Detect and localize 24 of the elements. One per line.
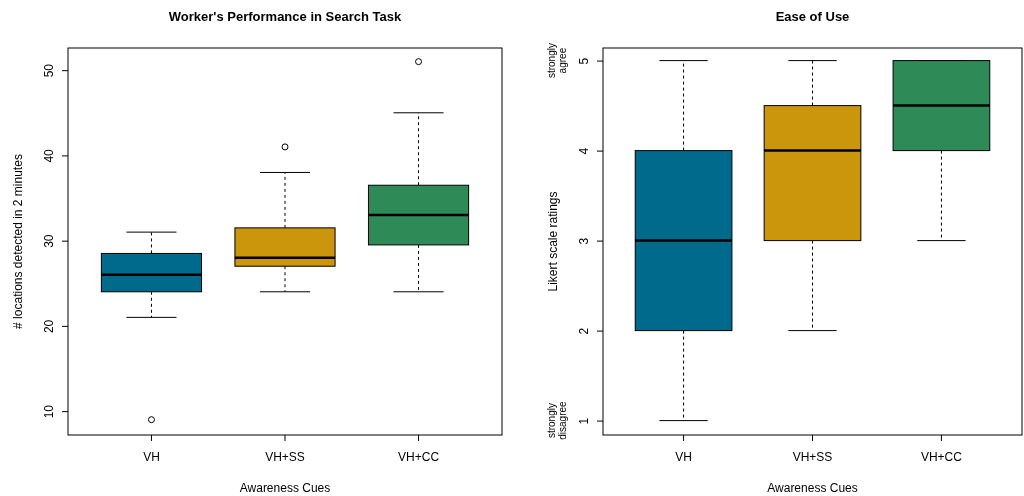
x-tick-label: VH+CC [398,449,440,464]
y-tick-label: 4 [577,147,591,155]
y-tick-label: 5 [577,57,591,65]
y-tick-label: 30 [42,234,56,248]
chart-title: Ease of Use [775,9,850,24]
x-tick-label: VH+SS [792,449,833,464]
y-axis-title: Likert scale ratings [546,191,560,292]
x-tick-label: VH [675,449,692,464]
y-tick-label: 3 [577,237,591,245]
y-tick-label: 2 [577,327,591,335]
chart-title: Worker's Performance in Search Task [168,9,402,24]
x-tick-label: VH+SS [265,449,305,464]
text: strongly agree [546,43,568,79]
y-tick-label: 50 [42,63,56,78]
text: strongly disagree [546,400,568,440]
x-tick-label: VH+CC [920,449,963,464]
y-axis-title: # locations detected in 2 minutes [11,154,25,329]
x-axis-title: Awareness Cues [239,481,331,495]
x-tick-label: VH [143,449,160,464]
y-tick-label: 10 [42,404,56,419]
x-axis-title: Awareness Cues [767,481,858,495]
y-tick-label: 20 [42,319,56,334]
y-tick-label: 1 [577,417,591,425]
y-tick-label: 40 [42,148,56,163]
